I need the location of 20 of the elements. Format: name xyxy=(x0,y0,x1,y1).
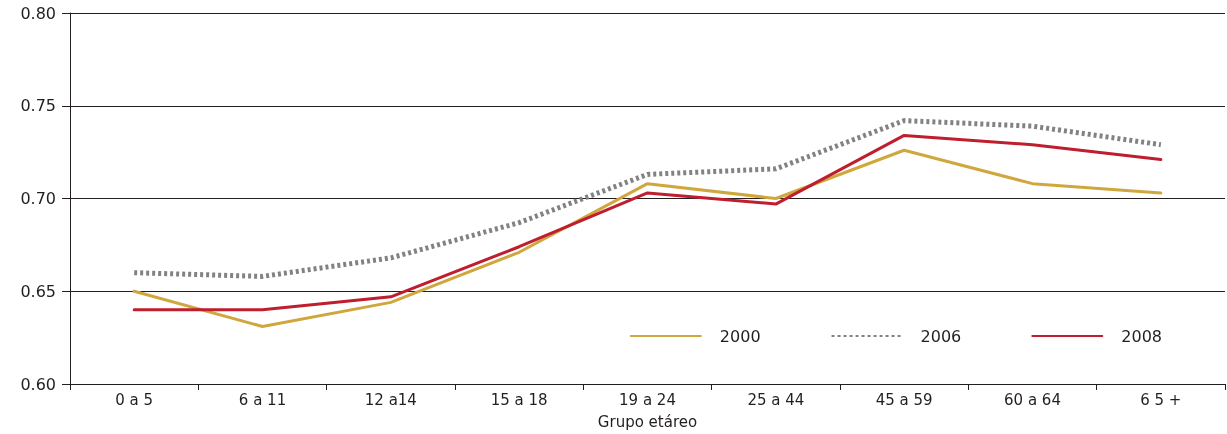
x-tick-label: 45 a 59 xyxy=(875,390,933,409)
y-tick-label: 0.80 xyxy=(20,3,56,23)
x-tick-label: 6 5 + xyxy=(1140,390,1182,409)
x-tick-label: 6 a 11 xyxy=(238,390,287,409)
legend-label: 2006 xyxy=(920,326,962,346)
x-axis-title: Grupo etáreo xyxy=(597,412,698,431)
line-series xyxy=(132,133,1163,312)
x-tick-label: 15 a 18 xyxy=(490,390,548,409)
x-tick-label: 19 a 24 xyxy=(619,390,676,409)
y-tick-label: 0.75 xyxy=(20,96,56,116)
line-series xyxy=(132,148,1163,328)
x-tick-label: 25 a 44 xyxy=(747,390,805,409)
y-tick-label: 0.70 xyxy=(20,189,56,208)
x-tick-label: 60 a 64 xyxy=(1004,390,1061,409)
legend-label: 2008 xyxy=(1121,326,1162,346)
legend-label: 2000 xyxy=(719,326,761,346)
x-tick-label: 12 a14 xyxy=(364,390,417,409)
y-tick-label: 0.60 xyxy=(20,374,56,394)
y-tick-label: 0.65 xyxy=(20,281,56,301)
x-tick-label: 0 a 5 xyxy=(115,390,154,409)
